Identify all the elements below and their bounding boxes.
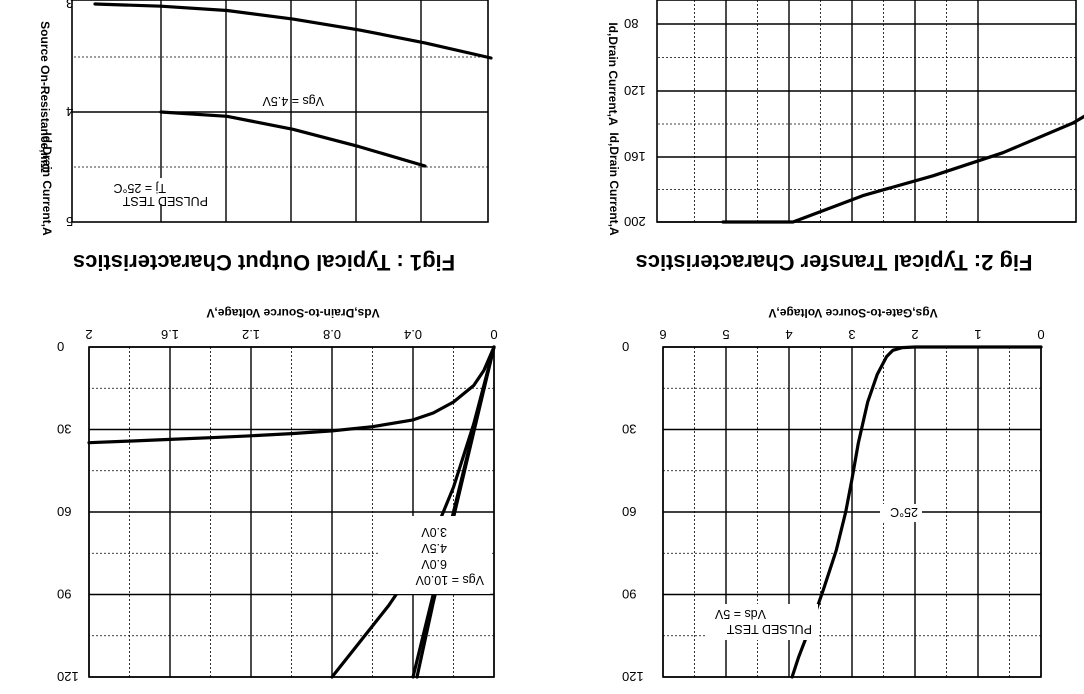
fig2-x-tick-label: 3	[848, 327, 855, 342]
fig2-y-tick-label: 120	[622, 669, 644, 684]
fig3-tick-labels: 3 4 5	[66, 0, 73, 229]
fig3-plot-frame	[71, 0, 489, 223]
fig1-legend-item: 4.5V	[421, 541, 447, 555]
fig1-output-characteristics: 0 0.4 0.8 1.2 1.6 2 0 30 60 90 120 Vds,Drain-to-So…	[40, 132, 498, 684]
fig4-y-tick-label: 160	[624, 149, 646, 164]
fig1-x-tick-label: 1.6	[161, 327, 179, 342]
fig3-annotation-pulsed: PULSED TEST	[122, 194, 208, 208]
fig1-series-line	[87, 345, 496, 445]
fig3-series-line	[159, 110, 427, 168]
fig4-y-tick-label: 120	[624, 83, 646, 98]
fig1-y-tick-label: 60	[57, 504, 71, 519]
fig3-series	[93, 2, 493, 168]
fig3-y-tick-label: 5	[66, 214, 73, 229]
fig1-x-axis-label: Vds,Drain-to-Source Voltage,V	[206, 306, 379, 320]
fig1-y-axis-label: Id,Drain Current,A	[40, 132, 54, 236]
fig4-drain-current-partial: 80 120 160 200 Id,Drain Current,A	[606, 0, 1084, 229]
fig3-y-axis-label: Source On-Resistance,mΩ	[38, 21, 52, 173]
fig1-legend-box	[378, 516, 490, 594]
fig2-y-tick-label: 90	[622, 587, 636, 602]
fig4-y-axis-label: Id,Drain Current,A	[606, 22, 620, 126]
fig4-y-tick-label: 80	[624, 16, 638, 31]
fig3-on-resistance-partial: 3 4 5 Source On-Resistance,mΩ Vgs = 4.5V T…	[38, 0, 493, 229]
fig1-plot-frame	[88, 346, 495, 678]
fig2-annotation-line: PULSED TEST	[726, 622, 812, 636]
fig1-y-tick-label: 30	[57, 422, 71, 437]
fig2-annotation: PULSED TEST Vds = 5V	[706, 604, 818, 640]
fig2-curve-label-bg	[880, 504, 922, 522]
fig1-y-tick-label: 90	[57, 587, 71, 602]
fig2-y-tick-label: 0	[622, 339, 629, 354]
fig4-tick-labels: 80 120 160 200	[624, 16, 646, 229]
fig1-x-tick-label: 2	[85, 327, 92, 342]
fig2-x-axis-label: Vgs,Gate-to-Source Voltage,V	[768, 306, 937, 320]
fig3-series-line	[93, 2, 493, 60]
fig3-grid	[71, 0, 489, 223]
fig2-x-tick-label: 0	[1037, 327, 1044, 342]
fig3-annotation-vgs: Vgs = 4.5V	[262, 94, 324, 108]
fig1-y-tick-label: 0	[57, 339, 64, 354]
fig2-curve-label: 25°C	[890, 505, 918, 519]
fig1-grid	[88, 346, 495, 678]
fig1-x-tick-label: 0.8	[323, 327, 341, 342]
fig1-legend-item: 6.0V	[421, 557, 447, 571]
fig3-y-tick-label: 3	[66, 0, 73, 11]
fig2-annotation-box	[706, 604, 818, 640]
fig3-y-tick-label: 4	[66, 104, 73, 119]
fig1-y-tick-label: 120	[57, 669, 79, 684]
fig4-series	[721, 114, 1084, 224]
fig1-x-tick-label: 0	[490, 327, 497, 342]
fig2-plot-frame	[662, 346, 1042, 678]
fig3-annotation-bg	[104, 178, 210, 204]
fig1-title: Fig1 : Typical Output Characteristics	[73, 250, 455, 275]
fig1-x-tick-label: 0.4	[404, 327, 422, 342]
fig2-x-tick-label: 1	[974, 327, 981, 342]
fig2-x-tick-label: 4	[785, 327, 792, 342]
fig2-grid	[662, 346, 1042, 678]
fig4-grid	[656, 0, 1077, 223]
fig2-title: Fig 2: Typical Transfer Characteristics	[636, 250, 1033, 275]
fig1-x-tick-label: 1.2	[242, 327, 260, 342]
fig4-plot-frame	[656, 0, 1077, 223]
fig2-y-tick-label: 30	[622, 422, 636, 437]
fig2-y-tick-label: 60	[622, 504, 636, 519]
fig2-x-tick-label: 5	[722, 327, 729, 342]
fig4-series-line	[721, 114, 1084, 224]
fig1-tick-labels: 0 0.4 0.8 1.2 1.6 2 0 30 60 90 120	[57, 327, 498, 684]
fig2-y-axis-label: Id,Drain Current,A	[607, 132, 621, 236]
fig3-annotation-tj: Tj = 25°C	[113, 181, 166, 195]
fig1-legend-item: Vgs = 10.0V	[415, 573, 484, 587]
fig1-legend-item: 3.0V	[421, 525, 447, 539]
fig2-x-tick-label: 6	[659, 327, 666, 342]
fig2-annotation-line: Vds = 5V	[714, 607, 766, 621]
fig4-y-tick-label: 200	[624, 214, 646, 229]
fig2-x-tick-label: 2	[911, 327, 918, 342]
fig1-legend: Vgs = 10.0V 6.0V 4.5V 3.0V	[378, 516, 490, 594]
